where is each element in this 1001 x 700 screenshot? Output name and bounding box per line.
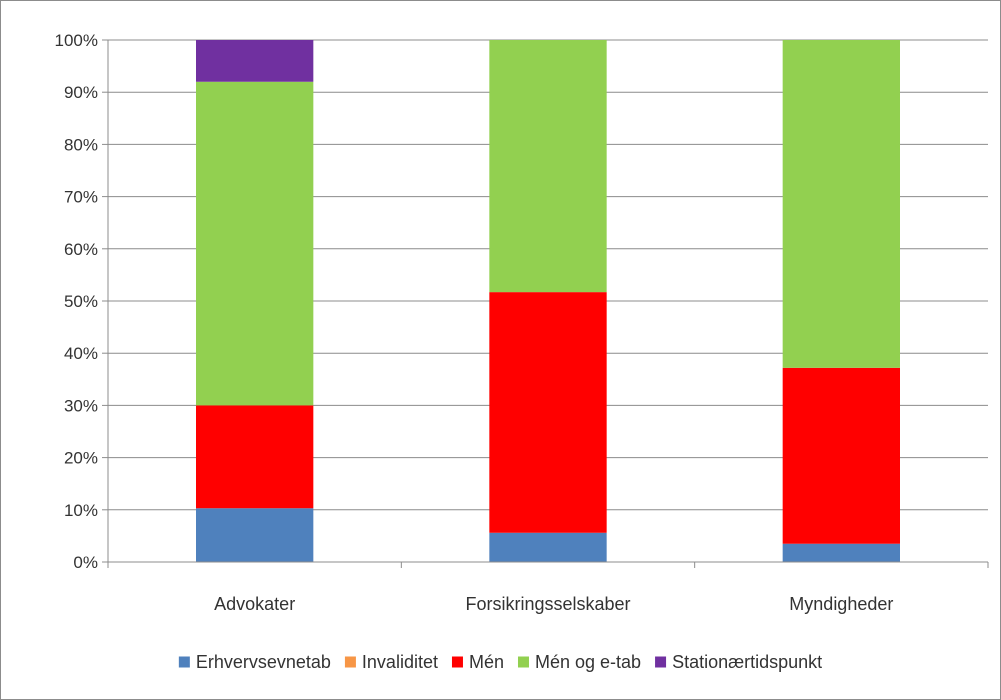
y-tick-labels: 0% 10% 20% 30% 40% 50% 60% 70% 80% 90% 100% (55, 31, 98, 572)
bar-segment-erhvervsevnetab (782, 543, 900, 562)
legend-label: Mén og e-tab (535, 652, 641, 672)
y-tick-label: 70% (64, 188, 98, 207)
y-tick-label: 80% (64, 135, 98, 154)
bar-segment-m-n-og-e-tab (489, 40, 607, 293)
x-tick-label: Forsikringsselskaber (465, 594, 630, 614)
y-tick-label: 100% (55, 31, 98, 50)
y-tick-label: 30% (64, 396, 98, 415)
bar-segment-m-n (196, 405, 314, 509)
bar-segment-m-n (782, 367, 900, 544)
legend: Erhvervsevnetab Invaliditet Mén Mén og e-ta… (178, 652, 822, 672)
x-tick-labels: Advokater Forsikringsselskaber Myndigheder (214, 594, 893, 614)
legend-swatch (517, 656, 529, 668)
legend-swatch (178, 656, 190, 668)
y-tick-label: 90% (64, 83, 98, 102)
bar-segment-m-n-og-e-tab (782, 40, 900, 368)
y-tick-label: 0% (73, 553, 98, 572)
bar-segment-m-n-og-e-tab (196, 81, 314, 406)
y-tick-label: 10% (64, 501, 98, 520)
bar-segment-erhvervsevnetab (196, 508, 314, 562)
legend-swatch (451, 656, 463, 668)
y-tick-label: 60% (64, 240, 98, 259)
legend-swatch (655, 656, 667, 668)
bar-segment-station-rtidspunkt (196, 40, 314, 82)
y-tick-label: 50% (64, 292, 98, 311)
bars (196, 40, 900, 562)
x-tick-label: Myndigheder (789, 594, 893, 614)
axes (102, 39, 989, 568)
x-tick-label: Advokater (214, 594, 295, 614)
legend-label: Erhvervsevnetab (196, 652, 331, 672)
legend-swatch (344, 656, 356, 668)
legend-label: Mén (469, 652, 504, 672)
bar-segment-m-n (489, 292, 607, 533)
y-tick-label: 20% (64, 449, 98, 468)
bar-segment-erhvervsevnetab (489, 532, 607, 562)
legend-label: Stationærtidspunkt (672, 652, 822, 672)
y-tick-label: 40% (64, 344, 98, 363)
legend-label: Invaliditet (362, 652, 438, 672)
